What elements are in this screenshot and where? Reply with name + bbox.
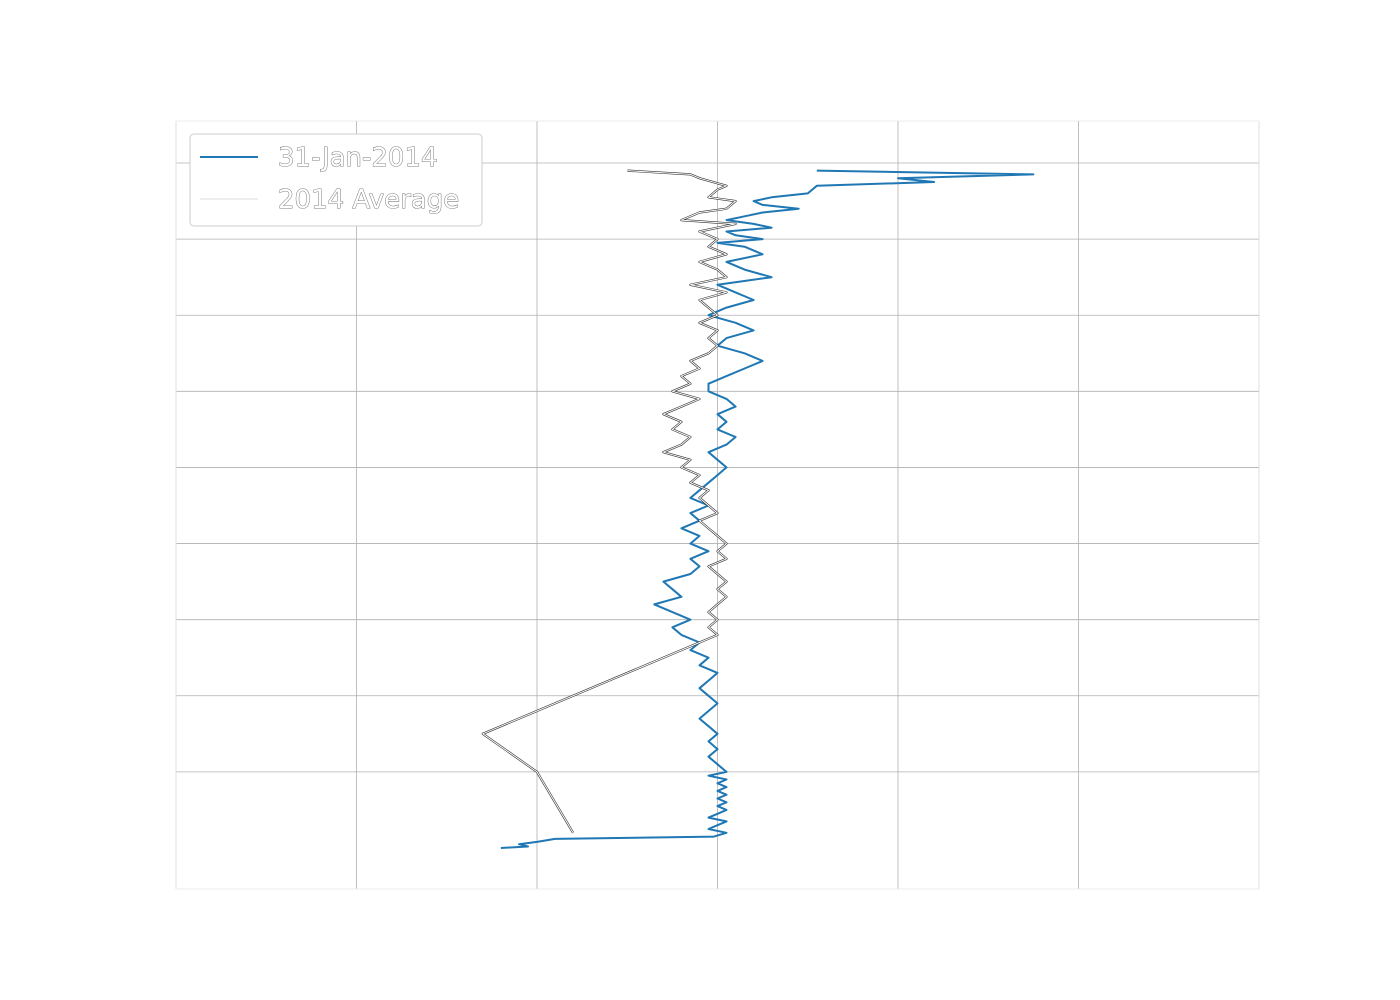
legend-box bbox=[189, 133, 483, 227]
legend-label-series-1: 2014 Average bbox=[278, 185, 459, 215]
series-line-1 bbox=[482, 170, 737, 834]
legend: 31-Jan-2014 2014 Average bbox=[189, 133, 483, 227]
series-layer bbox=[481, 169, 1035, 849]
legend-label-series-0: 31-Jan-2014 bbox=[278, 143, 438, 173]
